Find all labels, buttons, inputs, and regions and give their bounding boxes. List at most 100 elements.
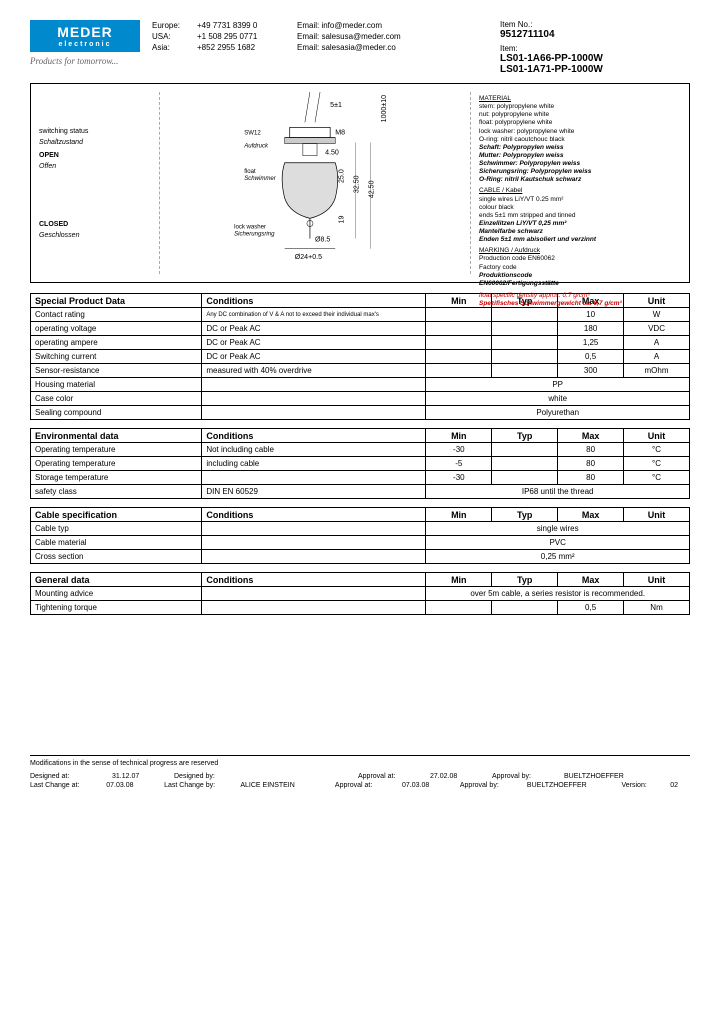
logo-column: MEDER electronic Products for tomorrow..… xyxy=(30,20,140,75)
svg-text:1000±10: 1000±10 xyxy=(381,95,388,123)
max-cell: 80 xyxy=(558,457,624,471)
open-label-de: Offen xyxy=(39,163,159,170)
typ-cell xyxy=(492,322,558,336)
contact-row: Europe: +49 7731 8399 0 Email: info@mede… xyxy=(152,20,488,31)
cond-cell xyxy=(202,392,426,406)
unit-cell: A xyxy=(624,350,690,364)
typ-cell xyxy=(492,457,558,471)
unit-cell: A xyxy=(624,336,690,350)
col-header: Typ xyxy=(492,573,558,587)
contact-phone: +1 508 295 0771 xyxy=(197,31,297,42)
table-row: Mounting advice over 5m cable, a series r… xyxy=(31,587,690,601)
open-label: OPEN xyxy=(39,152,159,159)
param-cell: Contact rating xyxy=(31,308,202,322)
param-cell: Housing material xyxy=(31,378,202,392)
f-val: ALICE EINSTEIN xyxy=(240,782,323,789)
cond-cell: Any DC combination of V & A not to excee… xyxy=(202,308,426,322)
span-cell: over 5m cable, a series resistor is reco… xyxy=(426,587,690,601)
item-name-2: LS01-1A71-PP-1000W xyxy=(500,64,690,75)
f-val: 07.03.08 xyxy=(402,782,448,789)
cond-cell xyxy=(202,522,426,536)
typ-cell xyxy=(492,601,558,615)
table-row: Housing materialPP xyxy=(31,378,690,392)
col-header: Min xyxy=(426,573,492,587)
marking-line: Production code EN60062 xyxy=(479,255,681,263)
density-de: Spezifisches Schwimmergewicht ca. 0,7 g/… xyxy=(479,300,681,308)
item-name-1: LS01-1A66-PP-1000W xyxy=(500,53,690,64)
contact-phone: +852 2955 1682 xyxy=(197,42,297,53)
col-header: Max xyxy=(558,429,624,443)
f-val xyxy=(256,773,346,780)
unit-cell: W xyxy=(624,308,690,322)
param-cell: Mounting advice xyxy=(31,587,202,601)
cable-de: Einzellitzen LiY/VT 0,25 mm² xyxy=(479,220,681,228)
svg-text:float: float xyxy=(244,169,256,175)
contact-region: USA: xyxy=(152,31,197,42)
f-label: Approval at: xyxy=(335,782,390,789)
col-header: Unit xyxy=(624,429,690,443)
general-table: General dataConditionsMinTypMaxUnitMount… xyxy=(30,572,690,615)
table-row: Cable typsingle wires xyxy=(31,522,690,536)
item-no: 9512711104 xyxy=(500,29,690,40)
cond-cell: DC or Peak AC xyxy=(202,336,426,350)
unit-cell: °C xyxy=(624,443,690,457)
f-val: BUELTZHOEFFER xyxy=(527,782,610,789)
svg-text:32.50: 32.50 xyxy=(353,175,360,193)
marking-line: Factory code xyxy=(479,264,681,272)
unit-cell: mOhm xyxy=(624,364,690,378)
contact-email: Email: salesasia@meder.co xyxy=(297,42,396,53)
col-header: Max xyxy=(558,508,624,522)
mat-line: O-ring: nitril caoutchouc black xyxy=(479,136,681,144)
diagram-box: switching status Schaltzustand OPEN Offe… xyxy=(30,83,690,283)
material-title: MATERIAL xyxy=(479,95,681,103)
logo: MEDER electronic xyxy=(30,20,140,52)
contact-row: USA: +1 508 295 0771 Email: salesusa@med… xyxy=(152,31,488,42)
svg-text:42.50: 42.50 xyxy=(369,180,376,198)
footer-row-1: Designed at: 31.12.07 Designed by: Appro… xyxy=(30,773,690,780)
span-cell: IP68 until the thread xyxy=(426,485,690,499)
marking-de: Produktionscode xyxy=(479,272,681,280)
closed-block: CLOSED Geschlossen xyxy=(39,217,159,243)
col-header: Typ xyxy=(492,429,558,443)
max-cell: 0,5 xyxy=(558,601,624,615)
f-val: 31.12.07 xyxy=(112,773,162,780)
cond-cell xyxy=(202,601,426,615)
col-header: Conditions xyxy=(202,573,426,587)
max-cell: 180 xyxy=(558,322,624,336)
diagram-left: switching status Schaltzustand OPEN Offe… xyxy=(39,92,159,274)
param-cell: Tightening torque xyxy=(31,601,202,615)
contact-column: Europe: +49 7731 8399 0 Email: info@mede… xyxy=(152,20,488,75)
svg-text:Schwimmer: Schwimmer xyxy=(244,176,277,182)
col-header: Typ xyxy=(492,508,558,522)
col-header: Special Product Data xyxy=(31,294,202,308)
param-cell: Sealing compound xyxy=(31,406,202,420)
param-cell: Storage temperature xyxy=(31,471,202,485)
cond-cell: DC or Peak AC xyxy=(202,350,426,364)
contact-region: Europe: xyxy=(152,20,197,31)
min-cell xyxy=(426,308,492,322)
footer: Modifications in the sense of technical … xyxy=(30,755,690,789)
param-cell: Operating temperature xyxy=(31,443,202,457)
typ-cell xyxy=(492,471,558,485)
min-cell xyxy=(426,322,492,336)
param-cell: operating voltage xyxy=(31,322,202,336)
env-table: Environmental dataConditionsMinTypMaxUni… xyxy=(30,428,690,499)
col-header: Min xyxy=(426,429,492,443)
f-label: Last Change at: xyxy=(30,782,94,789)
switching-label: switching status xyxy=(39,128,159,135)
cable-line: single wires LiY/VT 0.25 mm² xyxy=(479,196,681,204)
cond-cell: including cable xyxy=(202,457,426,471)
contact-email: Email: salesusa@meder.com xyxy=(297,31,401,42)
col-header: Unit xyxy=(624,508,690,522)
table-row: Cross section0,25 mm² xyxy=(31,550,690,564)
min-cell: -30 xyxy=(426,471,492,485)
max-cell: 10 xyxy=(558,308,624,322)
max-cell: 300 xyxy=(558,364,624,378)
unit-cell: Nm xyxy=(624,601,690,615)
max-cell: 80 xyxy=(558,471,624,485)
f-val: 27.02.08 xyxy=(430,773,480,780)
min-cell xyxy=(426,350,492,364)
mat-line: nut: polypropylene white xyxy=(479,111,681,119)
param-cell: Cross section xyxy=(31,550,202,564)
param-cell: Switching current xyxy=(31,350,202,364)
